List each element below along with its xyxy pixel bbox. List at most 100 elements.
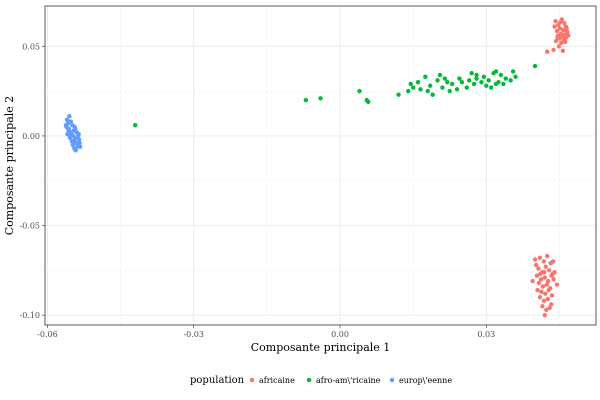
data-point xyxy=(69,131,74,137)
data-point xyxy=(557,26,563,31)
data-point xyxy=(566,33,571,38)
legend-swatch xyxy=(389,377,395,383)
data-point xyxy=(457,76,462,81)
legend-label: africaine xyxy=(259,376,295,385)
data-point xyxy=(440,85,445,90)
data-point xyxy=(553,19,558,24)
data-point xyxy=(66,128,71,133)
data-point xyxy=(67,135,73,140)
data-point xyxy=(459,79,465,85)
data-point xyxy=(366,99,371,105)
data-point xyxy=(535,287,540,293)
data-point xyxy=(538,271,543,277)
data-point xyxy=(543,264,548,269)
data-point xyxy=(469,71,474,76)
y-axis-title: Composante principale 2 xyxy=(3,96,16,236)
x-tick-label: -0.06 xyxy=(37,330,58,339)
data-point xyxy=(539,289,544,295)
data-point xyxy=(552,24,557,29)
y-axis: -0.10 -0.05 0.00 0.05 xyxy=(19,42,45,320)
data-point xyxy=(464,85,469,90)
data-point xyxy=(544,282,549,287)
data-point xyxy=(303,97,309,103)
data-point xyxy=(428,83,433,88)
data-point xyxy=(474,76,479,81)
data-point xyxy=(543,291,548,296)
data-point xyxy=(318,96,323,101)
data-point xyxy=(449,81,455,87)
data-point xyxy=(533,262,539,268)
data-point xyxy=(541,298,547,304)
legend-title: population xyxy=(190,375,245,386)
data-point xyxy=(537,295,543,300)
data-point xyxy=(408,81,413,87)
data-point xyxy=(542,269,547,275)
data-point xyxy=(563,39,568,45)
data-point xyxy=(63,122,69,128)
data-point xyxy=(65,131,70,137)
data-point xyxy=(435,78,440,83)
data-point xyxy=(71,139,76,144)
data-point xyxy=(550,259,556,264)
legend-entry: afro-am\'ricaine xyxy=(306,376,381,385)
data-point xyxy=(471,81,477,87)
data-point xyxy=(68,119,74,124)
legend-entry: europ\'eenne xyxy=(389,376,452,385)
data-points xyxy=(63,17,571,318)
data-point xyxy=(498,72,504,78)
data-point xyxy=(445,79,450,85)
data-point xyxy=(546,278,551,284)
data-point xyxy=(560,48,566,54)
data-point xyxy=(493,81,499,87)
data-point xyxy=(481,74,487,79)
legend-entry: africaine xyxy=(249,376,295,385)
data-point xyxy=(536,280,542,286)
data-point xyxy=(77,140,82,146)
data-point xyxy=(553,38,559,44)
data-point xyxy=(70,142,75,148)
data-point xyxy=(536,266,541,271)
data-point xyxy=(564,26,569,31)
data-point xyxy=(488,85,494,90)
legend-label: afro-am\'ricaine xyxy=(316,376,381,385)
data-point xyxy=(479,79,484,85)
x-tick-label: 0.03 xyxy=(477,330,495,339)
series-points xyxy=(133,63,538,128)
y-tick-label: 0.05 xyxy=(22,42,40,51)
data-point xyxy=(508,78,513,83)
data-point xyxy=(510,69,516,74)
data-point xyxy=(542,275,548,280)
data-point xyxy=(544,307,549,312)
data-point xyxy=(559,40,564,45)
data-point xyxy=(415,79,421,85)
data-point xyxy=(437,72,443,78)
data-point xyxy=(542,312,548,318)
data-point xyxy=(546,287,551,293)
data-point xyxy=(484,83,489,88)
data-point xyxy=(549,293,555,298)
data-point xyxy=(64,117,70,123)
series-points xyxy=(530,17,571,318)
data-point xyxy=(396,92,401,97)
y-tick-label: -0.05 xyxy=(19,222,40,231)
data-point xyxy=(552,269,557,275)
data-point xyxy=(551,47,556,53)
legend: population africaine afro-am\'ricaine euro… xyxy=(190,375,452,386)
data-point xyxy=(474,72,479,78)
data-point xyxy=(77,144,83,149)
legend-swatch xyxy=(306,377,312,383)
y-tick-label: -0.10 xyxy=(19,311,40,320)
data-point xyxy=(74,135,80,140)
data-point xyxy=(556,44,562,49)
x-axis: -0.06 -0.03 0.00 0.03 xyxy=(37,325,495,339)
legend-label: europ\'eenne xyxy=(399,376,452,385)
data-point xyxy=(545,296,550,302)
grid-lines xyxy=(45,6,596,325)
data-point xyxy=(503,76,508,81)
data-point xyxy=(76,131,81,137)
data-point xyxy=(558,19,563,25)
data-point xyxy=(540,284,546,289)
data-point xyxy=(357,88,362,94)
data-point xyxy=(538,277,544,282)
